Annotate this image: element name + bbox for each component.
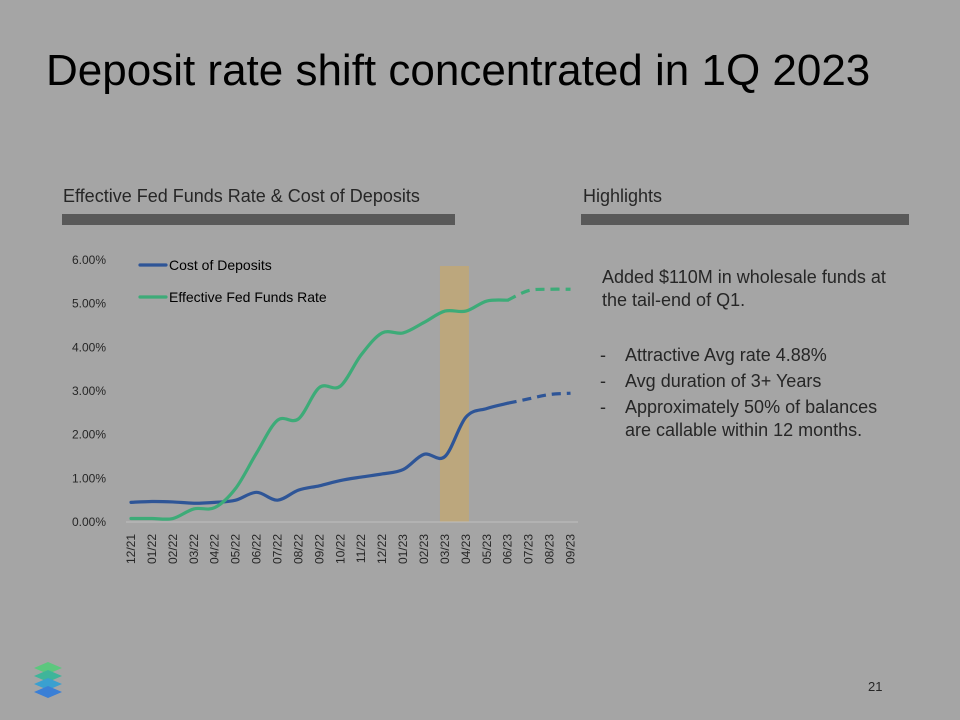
x-tick-label: 10/22 <box>333 534 347 564</box>
x-tick-label: 01/23 <box>396 534 410 564</box>
y-tick-label: 0.00% <box>72 515 106 529</box>
rates-line-chart: 0.00% 1.00% 2.00% 3.00% 4.00% 5.00% 6.00% 12/21… <box>72 253 578 564</box>
highlight-bullet: Approximately 50% of balances are callab… <box>600 396 900 442</box>
x-tick-label: 12/21 <box>124 534 138 564</box>
highlights-intro: Added $110M in wholesale funds at the ta… <box>602 267 886 310</box>
x-tick-label: 03/23 <box>438 534 452 564</box>
page-number: 21 <box>868 679 883 694</box>
x-tick-label: 08/23 <box>543 534 557 564</box>
x-tick-label: 05/22 <box>229 534 243 564</box>
x-tick-label: 07/23 <box>522 534 536 564</box>
y-tick-label: 1.00% <box>72 471 106 485</box>
x-tick-label: 11/22 <box>354 534 368 563</box>
series-projection-cost-of-deposits <box>507 391 571 405</box>
highlight-band-03-23 <box>439 266 469 522</box>
x-tick-label: 03/22 <box>187 534 201 564</box>
highlight-bullet: Attractive Avg rate 4.88% <box>600 344 900 367</box>
x-tick-label: 02/22 <box>166 534 180 564</box>
chart-section-divider <box>62 214 455 225</box>
x-tick-label: 09/22 <box>312 534 326 564</box>
y-tick-label: 6.00% <box>72 253 106 267</box>
x-tick-label: 02/23 <box>417 534 431 564</box>
x-tick-label: 01/22 <box>145 534 159 564</box>
stacked-layers-logo-icon <box>34 662 62 698</box>
series-line-effective-fed-funds-rate <box>129 298 510 521</box>
highlights-list: Attractive Avg rate 4.88% Avg duration o… <box>600 344 900 445</box>
x-tick-label: 06/22 <box>250 534 264 564</box>
highlight-bullet: Avg duration of 3+ Years <box>600 370 900 393</box>
x-tick-label: 08/22 <box>291 534 305 564</box>
highlights-section-divider <box>581 214 909 225</box>
x-tick-label: 04/23 <box>459 534 473 564</box>
x-tick-label: 09/23 <box>564 534 578 564</box>
y-tick-label: 4.00% <box>72 340 106 354</box>
legend-label: Effective Fed Funds Rate <box>169 289 327 305</box>
y-tick-label: 5.00% <box>72 297 106 311</box>
x-tick-label: 12/22 <box>375 534 389 564</box>
x-tick-label: 05/23 <box>480 534 494 564</box>
chart-section-title: Effective Fed Funds Rate & Cost of Depos… <box>63 186 420 206</box>
x-tick-label: 07/22 <box>271 534 285 564</box>
legend-label: Cost of Deposits <box>169 257 272 273</box>
x-tick-label: 06/23 <box>501 534 515 564</box>
x-tick-label: 04/22 <box>208 534 222 564</box>
series-line-cost-of-deposits <box>129 401 510 505</box>
series-projection-effective-fed-funds-rate <box>507 287 571 302</box>
slide-title: Deposit rate shift concentrated in 1Q 20… <box>46 46 871 95</box>
highlights-section-title: Highlights <box>583 186 663 206</box>
y-tick-label: 2.00% <box>72 428 106 442</box>
y-tick-label: 3.00% <box>72 384 106 398</box>
